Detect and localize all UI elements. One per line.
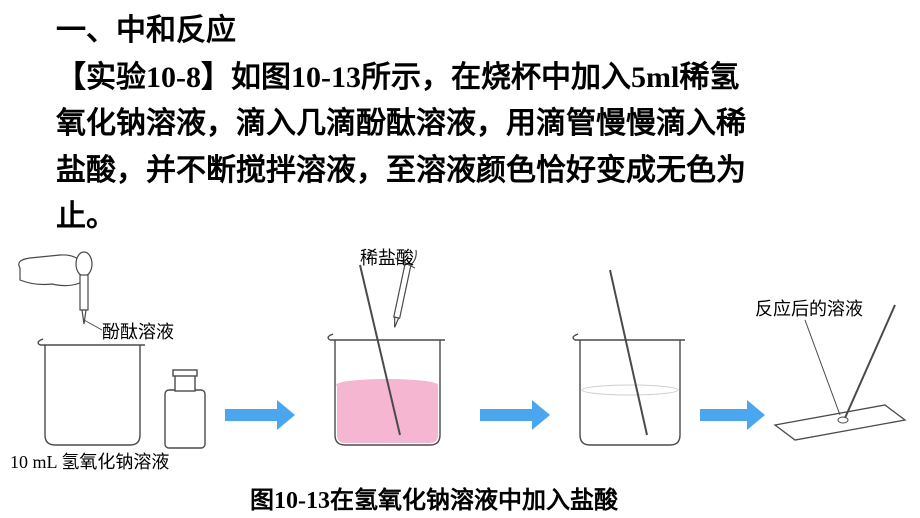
figure-caption: 图10-13在氢氧化钠溶液中加入盐酸 <box>250 480 618 515</box>
arrow-1 <box>225 400 295 430</box>
step4-svg <box>765 250 915 460</box>
body-l2: 氧化钠溶液，滴入几滴酚酞溶液，用滴管慢慢滴入稀 <box>56 107 746 140</box>
diagram-figure: 酚酞溶液 10 mL 氢氧化钠溶液 稀盐酸 <box>10 250 910 470</box>
label-phenolphthalein: 酚酞溶液 <box>102 318 174 344</box>
arrow-3 <box>700 400 765 430</box>
step3-svg <box>555 250 705 460</box>
label-after: 反应后的溶液 <box>755 295 863 321</box>
heading: 一、中和反应 <box>56 8 866 55</box>
body-l3: 盐酸，并不断搅拌溶液，至溶液颜色恰好变成无色为 <box>56 154 746 187</box>
label-hcl: 稀盐酸 <box>360 244 414 270</box>
arrow-2 <box>480 400 550 430</box>
step2-svg <box>300 250 480 460</box>
paragraph: 【实验10-8】如图10-13所示，在烧杯中加入5ml稀氢 氧化钠溶液，滴入几滴… <box>56 55 866 241</box>
body-l1: 如图10-13所示，在烧杯中加入5ml稀氢 <box>231 61 739 94</box>
label-naoh: 10 mL 氢氧化钠溶液 <box>10 448 169 474</box>
instruction-text: 一、中和反应 【实验10-8】如图10-13所示，在烧杯中加入5ml稀氢 氧化钠… <box>56 8 866 241</box>
step1-svg <box>10 250 240 460</box>
experiment-label: 【实验10-8】 <box>56 61 231 94</box>
body-l4: 止。 <box>56 200 116 233</box>
